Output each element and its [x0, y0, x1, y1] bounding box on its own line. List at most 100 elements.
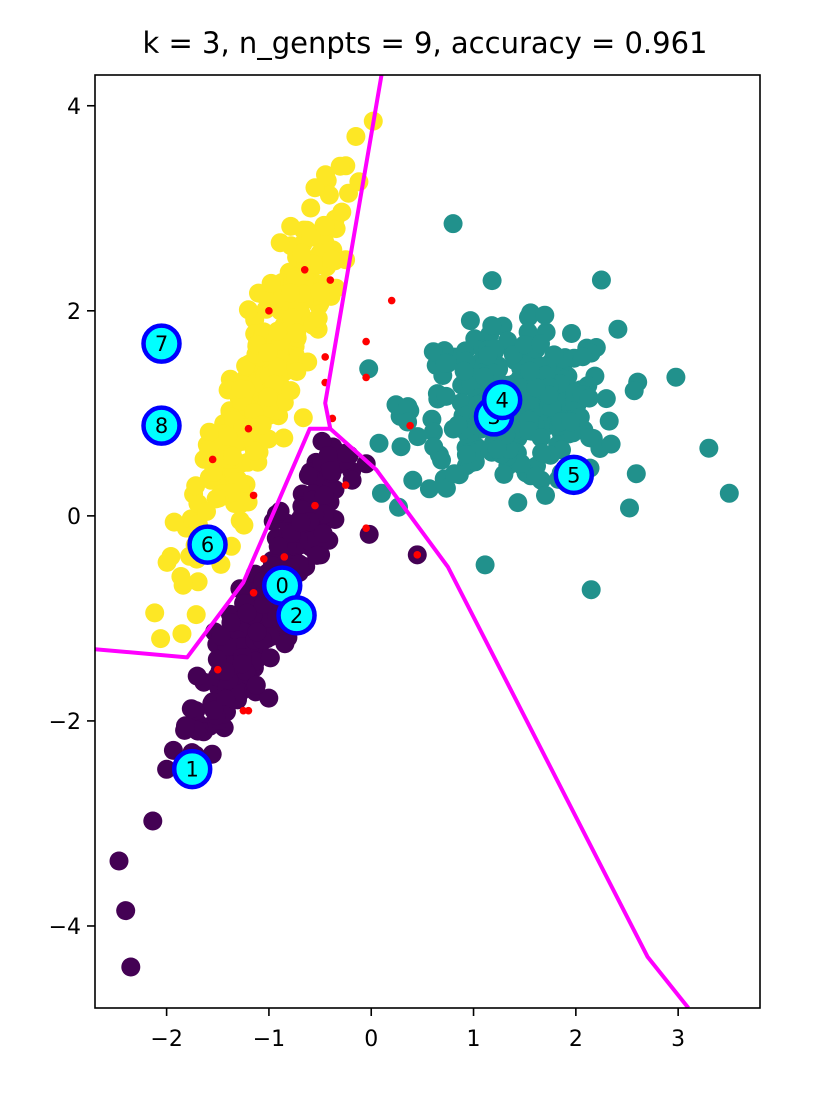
chart-title: k = 3, n_genpts = 9, accuracy = 0.961 — [142, 26, 707, 60]
data-point-class_1 — [526, 466, 546, 486]
data-point-class_2 — [310, 282, 330, 302]
data-point-class_2 — [281, 216, 301, 236]
data-point-class_2 — [301, 227, 321, 247]
generated-point-marker — [553, 454, 595, 496]
data-point-class_2 — [268, 357, 287, 377]
data-point-class_0 — [211, 626, 231, 646]
misclassified-marker — [244, 424, 253, 433]
data-point-class_2 — [258, 343, 278, 362]
generated-point-label: 4 — [495, 389, 508, 413]
y-tick-label: 4 — [67, 95, 81, 120]
data-point-class_0 — [187, 666, 207, 686]
data-point-class_2 — [197, 502, 216, 521]
data-point-class_2 — [270, 233, 290, 253]
x-tick-label: −1 — [253, 1027, 285, 1052]
data-point-class_0 — [268, 536, 288, 556]
decision-boundary-0 — [323, 75, 690, 1008]
misclassified-marker — [413, 551, 422, 559]
data-point-class_0 — [259, 688, 279, 708]
misclassified-marker — [362, 373, 370, 382]
data-point-class_0 — [314, 485, 334, 505]
generated-point-label: 1 — [186, 758, 199, 782]
data-point-class_2 — [286, 267, 306, 287]
generated-point-label: 5 — [567, 463, 580, 487]
data-point-class_2 — [293, 408, 313, 428]
data-point-class_1 — [369, 433, 389, 453]
data-point-class_2 — [186, 605, 206, 625]
generated-point-marker — [187, 524, 228, 565]
data-point-class_1 — [626, 464, 646, 484]
misclassified-marker — [300, 266, 309, 274]
misclassified-marker — [265, 307, 273, 315]
data-point-class_2 — [308, 308, 328, 328]
data-point-class_2 — [268, 321, 287, 341]
data-point-class_1 — [475, 367, 494, 387]
decision-boundaries — [95, 75, 690, 1008]
decision-boundary-1 — [95, 426, 331, 660]
data-point-class_1 — [460, 311, 480, 331]
data-point-class_2 — [223, 446, 243, 466]
data-point-class_2 — [315, 216, 335, 236]
data-point-class_2 — [164, 512, 184, 532]
misclassified-marker — [406, 421, 414, 430]
data-point-class_1 — [482, 271, 502, 291]
misclassified-marker — [326, 276, 335, 284]
data-point-class_2 — [188, 572, 208, 592]
generated-point-label: 7 — [155, 332, 168, 356]
data-point-class_1 — [444, 464, 464, 484]
data-point-class_1 — [532, 443, 552, 463]
data-point-class_1 — [456, 445, 476, 464]
data-point-class_1 — [608, 319, 628, 339]
data-point-class_2 — [287, 323, 307, 343]
cluster-class_2 — [145, 156, 369, 649]
misclassified-marker — [249, 588, 258, 597]
data-point-class_2 — [319, 185, 339, 205]
data-point-class_0 — [157, 759, 177, 779]
data-point-class_2 — [292, 243, 311, 263]
data-point-class_1 — [508, 493, 528, 513]
data-point-class_1 — [526, 378, 546, 398]
data-point-class_1 — [573, 347, 593, 367]
data-point-class_1 — [579, 388, 599, 408]
misclassified-marker — [208, 455, 217, 464]
data-point-class_0 — [207, 649, 227, 669]
data-point-class_1 — [423, 342, 443, 362]
x-tick-label: 1 — [467, 1027, 481, 1052]
data-point-class_1 — [535, 305, 555, 325]
data-point-class_2 — [258, 387, 278, 407]
data-point-class_1 — [561, 412, 581, 432]
misclassified-marker — [321, 353, 329, 361]
data-point-class_1 — [436, 386, 456, 406]
data-point-class_0 — [143, 811, 163, 831]
data-point-class_1 — [423, 422, 443, 442]
misclassified-markers — [208, 266, 422, 715]
data-point-class_2 — [332, 202, 352, 222]
data-point-class_0 — [109, 851, 129, 871]
generated-points: 012345678 — [141, 323, 595, 790]
data-point-class_2 — [280, 283, 300, 303]
data-point-class_2 — [231, 379, 251, 399]
generated-point-marker — [141, 323, 182, 364]
misclassified-marker — [280, 553, 289, 561]
data-point-class_1 — [454, 361, 474, 381]
data-point-class_1 — [478, 346, 498, 366]
data-point-class_1 — [599, 411, 619, 431]
misclassified-marker — [341, 481, 350, 489]
data-point-class_1 — [482, 316, 502, 336]
data-point-class_0 — [176, 716, 195, 736]
data-point-class_2 — [157, 552, 177, 572]
data-point-class_0 — [307, 545, 327, 565]
data-point-class_1 — [403, 470, 423, 490]
generated-point-marker — [171, 748, 213, 790]
misclassified-marker — [362, 524, 370, 532]
data-point-class_0 — [237, 603, 257, 623]
data-point-class_1 — [521, 303, 541, 323]
misclassified-marker — [387, 296, 396, 305]
data-point-class_1 — [601, 434, 621, 454]
data-point-class_2 — [281, 381, 301, 401]
x-tick-label: 2 — [569, 1027, 583, 1052]
data-point-class_2 — [218, 426, 238, 446]
data-point-class_1 — [389, 497, 408, 517]
